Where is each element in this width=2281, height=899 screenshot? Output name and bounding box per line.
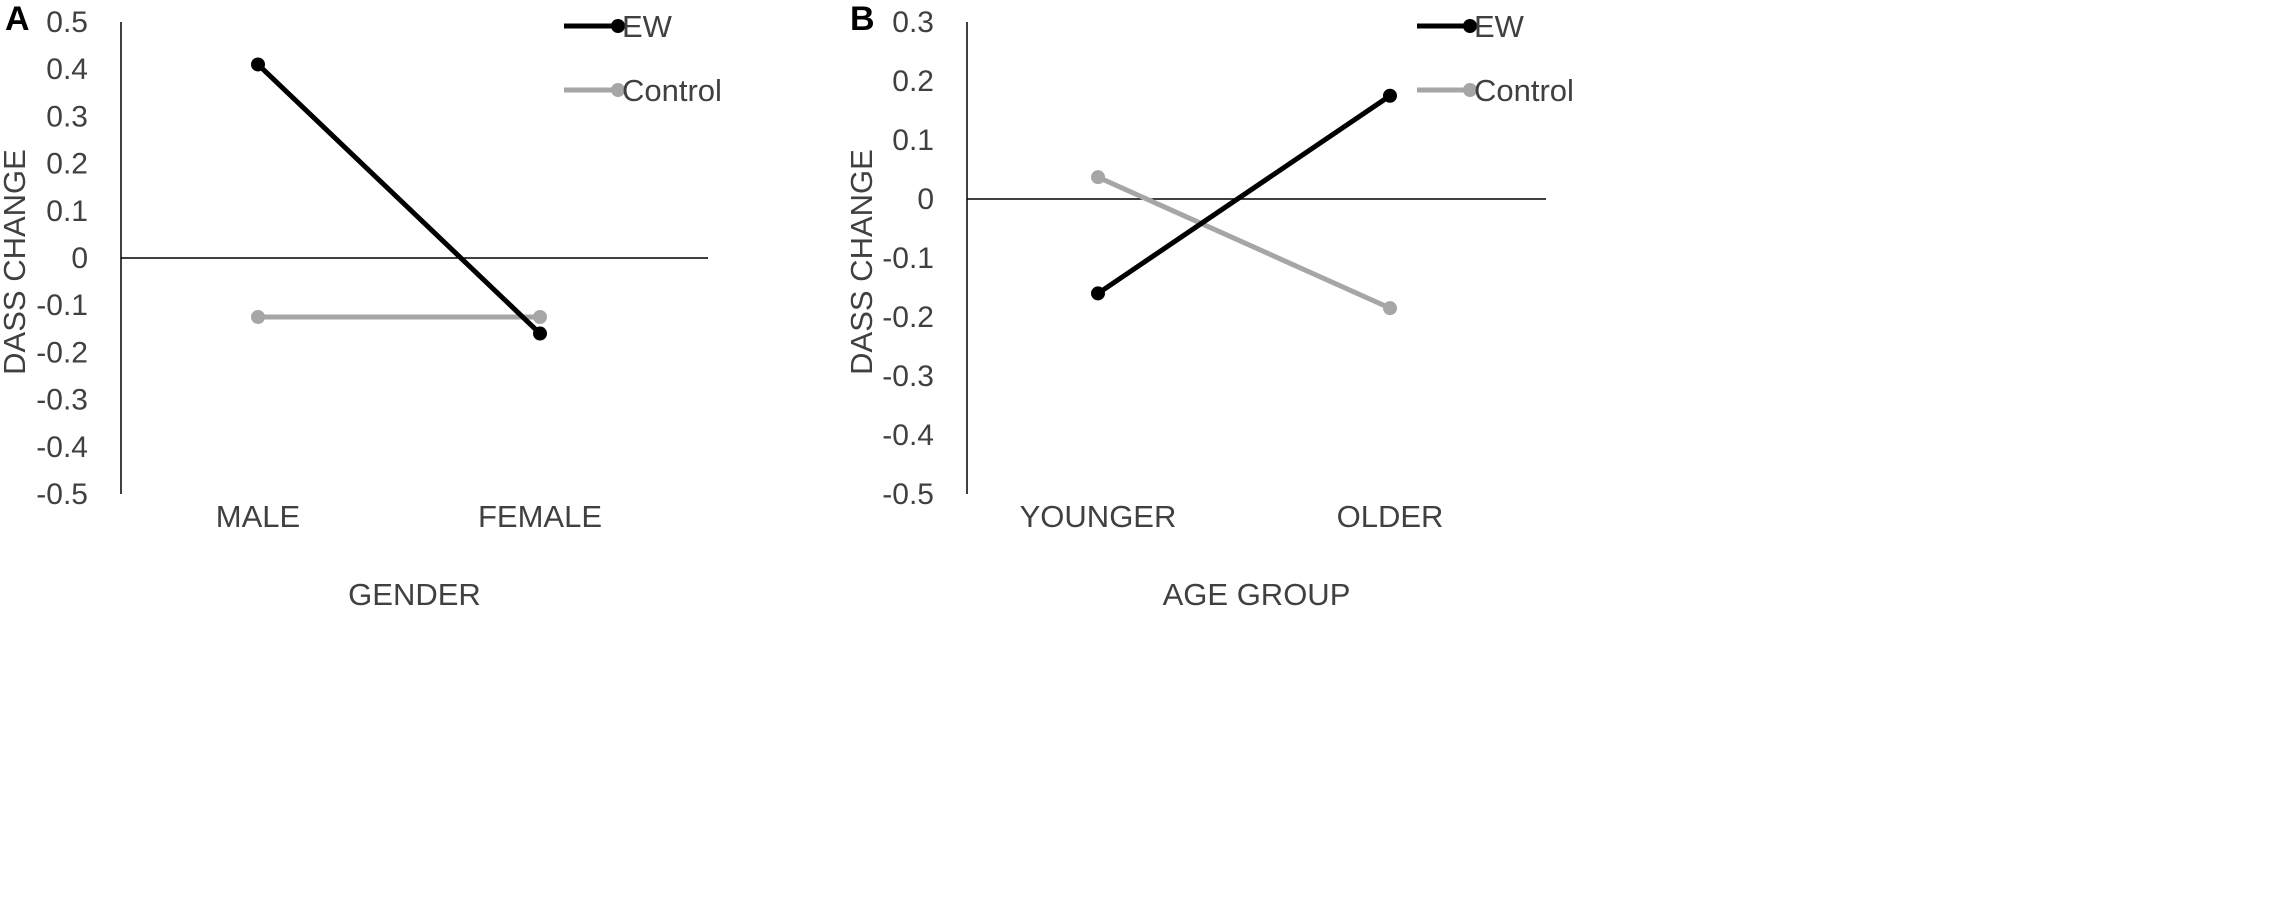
panel-a-y-tick-label: -0.2 — [36, 336, 88, 369]
panel-a-y-tick-label: 0.5 — [46, 6, 88, 39]
panel-a-legend-ew-label: EW — [622, 9, 673, 44]
panel-a-y-tick-label: -0.5 — [36, 478, 88, 511]
panel-b-letter: B — [850, 0, 875, 38]
panel-b-y-axis-title: DASS CHANGE — [844, 149, 879, 375]
panel-b-series-control-point-older — [1383, 301, 1397, 316]
panel-b-y-tick-label: 0.1 — [892, 124, 934, 157]
panel-b-x-axis-title: AGE GROUP — [1163, 577, 1351, 612]
panel-b-x-tick-label-younger: YOUNGER — [1020, 499, 1177, 534]
panel-a-x-axis-title: GENDER — [348, 577, 481, 612]
panel-a-y-axis-title: DASS CHANGE — [0, 149, 32, 375]
panel-b-legend-ew-label: EW — [1474, 9, 1525, 44]
panel-a-y-tick-label: -0.4 — [36, 431, 88, 464]
panel-a-y-tick-label: -0.3 — [36, 384, 88, 417]
panel-a-series-ew-point-male — [251, 57, 265, 72]
panel-b-legend-ew-swatch-marker — [1463, 19, 1477, 33]
panel-a-series-control-point-female — [533, 310, 547, 324]
panel-b-y-tick-label: 0.3 — [892, 6, 934, 39]
panel-a-letter: A — [5, 0, 30, 38]
panel-b-y-tick-label: -0.3 — [882, 360, 934, 393]
panel-a-legend-control-swatch-marker — [611, 83, 625, 97]
panel-a-x-tick-label-female: FEMALE — [478, 499, 602, 534]
panel-b-y-tick-label: 0.2 — [892, 65, 934, 98]
panel-b-y-tick-label: -0.1 — [882, 242, 934, 275]
panel-b-series-ew-point-younger — [1091, 286, 1105, 301]
panel-a-y-tick-label: 0.2 — [46, 148, 88, 181]
panel-b: B 0.3 0.2 0.1 0 -0.1 -0.2 -0.3 -0.4 -0.5 YOUNGER OL… — [844, 0, 1574, 612]
panel-a-series-control-point-male — [251, 310, 265, 324]
panel-a-legend-control-label: Control — [622, 73, 722, 108]
panel-b-y-tick-label: -0.5 — [882, 478, 934, 511]
panel-b-series-ew-line — [1096, 93, 1392, 296]
panel-a: A 0.5 0.4 0.3 0.2 0.1 0 -0.1 -0.2 -0.3 -0.4 -0.5 MAL… — [0, 0, 722, 612]
panel-b-series-control-point-younger — [1091, 170, 1105, 185]
panel-b-y-tick-label: -0.2 — [882, 301, 934, 334]
panel-a-series-ew-point-female — [533, 326, 547, 341]
panel-b-series-ew-point-older — [1383, 88, 1397, 103]
panel-b-legend-control-swatch-marker — [1463, 83, 1477, 97]
panel-a-series-ew-line — [256, 62, 542, 336]
panel-b-x-tick-label-older: OLDER — [1337, 499, 1444, 534]
panel-b-legend-control-label: Control — [1474, 73, 1574, 108]
panel-a-y-tick-label: 0.4 — [46, 53, 88, 86]
panel-a-y-tick-label: 0 — [71, 242, 88, 275]
panel-b-y-tick-label: -0.4 — [882, 419, 934, 452]
panel-b-y-tick-label: 0 — [917, 183, 934, 216]
panel-a-y-tick-label: 0.1 — [46, 195, 88, 228]
panel-a-y-tick-label: -0.1 — [36, 289, 88, 322]
panel-b-series-control-line — [1096, 174, 1392, 311]
panel-a-x-tick-label-male: MALE — [216, 499, 300, 534]
panel-a-legend-ew-swatch-marker — [611, 19, 625, 33]
panel-a-y-tick-label: 0.3 — [46, 100, 88, 133]
